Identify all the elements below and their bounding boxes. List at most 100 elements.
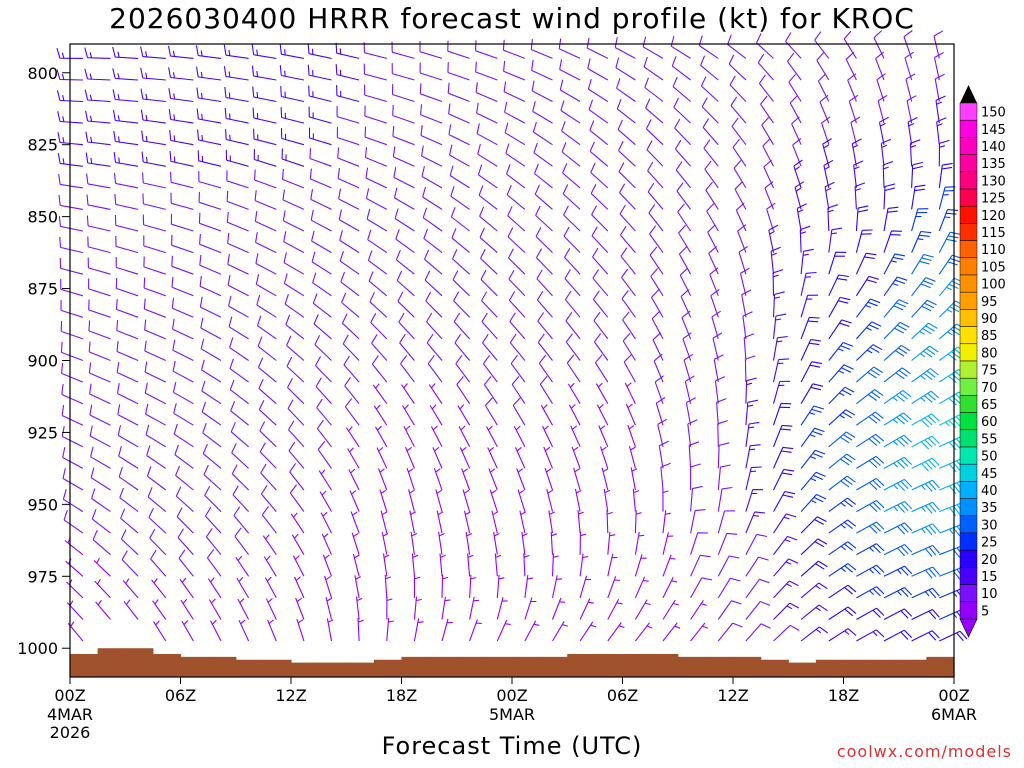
- wind-barb-path: [279, 43, 305, 59]
- wind-barb: [559, 59, 581, 81]
- wind-barb-path: [563, 226, 581, 253]
- wind-barb: [476, 123, 498, 146]
- wind-barb: [662, 577, 678, 599]
- wind-barb-path: [227, 254, 249, 275]
- wind-barb: [394, 208, 415, 232]
- wind-barb-path: [57, 153, 83, 167]
- wind-barb: [94, 578, 111, 599]
- wind-barb-path: [911, 253, 934, 275]
- wind-barb: [169, 150, 194, 167]
- wind-barb-path: [112, 46, 139, 59]
- wind-barb: [419, 41, 443, 59]
- wind-barb: [717, 464, 731, 491]
- wind-barb: [482, 354, 498, 383]
- wind-barb: [800, 582, 828, 599]
- wind-barb-path: [800, 248, 814, 275]
- wind-barb: [717, 510, 735, 534]
- wind-barb: [225, 129, 249, 146]
- wind-barb: [365, 167, 388, 189]
- wind-barb-path: [311, 251, 332, 275]
- wind-barb-path: [681, 310, 692, 340]
- wind-barb-path: [113, 173, 139, 189]
- wind-barb: [535, 227, 553, 253]
- wind-barb: [447, 40, 470, 59]
- wind-barb: [200, 338, 222, 361]
- wind-barb: [827, 204, 838, 232]
- wind-barb-path: [144, 361, 167, 383]
- wind-barb-path: [548, 510, 555, 534]
- wind-barb: [367, 229, 388, 254]
- wind-barb-path: [350, 511, 360, 534]
- wind-barb: [491, 510, 499, 534]
- wind-barb-path: [336, 106, 360, 124]
- wind-barb-path: [238, 619, 250, 642]
- wind-barb: [260, 463, 277, 491]
- wind-barb-path: [729, 75, 747, 102]
- wind-barb: [587, 78, 609, 102]
- wind-barb-path: [594, 354, 609, 383]
- wind-barb: [561, 121, 581, 146]
- wind-barb: [505, 143, 526, 167]
- wind-barb: [230, 422, 249, 448]
- wind-barb: [254, 211, 277, 232]
- wind-barb-path: [828, 409, 855, 426]
- wind-barb: [441, 618, 453, 642]
- wind-barb: [592, 247, 609, 275]
- colorbar-cell: [959, 481, 978, 499]
- wind-barb-path: [384, 574, 391, 598]
- wind-barb: [883, 206, 899, 232]
- x-tick-label: 12Z: [717, 686, 748, 705]
- wind-barb-path: [491, 510, 499, 534]
- colorbar-cell: [959, 601, 978, 620]
- wind-barb: [60, 278, 84, 297]
- terrain-segment: [97, 648, 126, 677]
- wind-barb: [57, 111, 83, 124]
- wind-barb: [758, 74, 774, 102]
- wind-barb-path: [364, 105, 387, 124]
- wind-barb: [344, 376, 360, 405]
- wind-barb-path: [856, 455, 885, 469]
- wind-barb-path: [579, 553, 589, 577]
- wind-barb: [326, 618, 334, 642]
- wind-barb: [883, 522, 913, 535]
- wind-barb-path: [579, 531, 587, 555]
- wind-barb: [854, 182, 866, 210]
- colorbar-label: 15: [981, 570, 998, 585]
- wind-barb-path: [283, 252, 305, 275]
- wind-barb-path: [717, 510, 735, 534]
- wind-barb-path: [542, 425, 553, 448]
- credit-link[interactable]: coolwx.com/models: [836, 742, 1012, 761]
- wind-barb: [634, 576, 649, 599]
- wind-barb-path: [118, 445, 139, 469]
- wind-barb: [531, 80, 553, 102]
- wind-barb: [882, 160, 894, 188]
- wind-barb: [115, 298, 139, 318]
- y-tick-label: 900: [27, 352, 58, 371]
- wind-barb: [617, 119, 636, 146]
- wind-barb: [420, 125, 443, 146]
- wind-barb: [770, 246, 781, 275]
- wind-barb-path: [565, 333, 581, 361]
- wind-barb-path: [730, 96, 747, 124]
- wind-barb: [535, 205, 553, 232]
- wind-barb: [152, 599, 167, 620]
- wind-barb: [622, 311, 636, 340]
- wind-barb-path: [288, 420, 305, 448]
- wind-barb-path: [496, 574, 505, 598]
- wind-barb: [61, 405, 84, 426]
- wind-barb: [227, 232, 249, 254]
- wind-barb: [565, 311, 581, 340]
- wind-barb: [260, 484, 277, 512]
- wind-barb: [742, 311, 753, 339]
- wind-barb: [91, 509, 111, 534]
- wind-barb: [144, 319, 167, 340]
- wind-barb-path: [114, 214, 139, 232]
- colorbar-cell: [959, 429, 978, 448]
- wind-barb-path: [349, 490, 360, 512]
- wind-barb-path: [566, 354, 581, 383]
- wind-barb-path: [907, 117, 918, 145]
- wind-barb-path: [906, 95, 917, 124]
- wind-barb-path: [911, 413, 940, 428]
- wind-barb-path: [911, 523, 940, 536]
- wind-barb-path: [286, 335, 305, 361]
